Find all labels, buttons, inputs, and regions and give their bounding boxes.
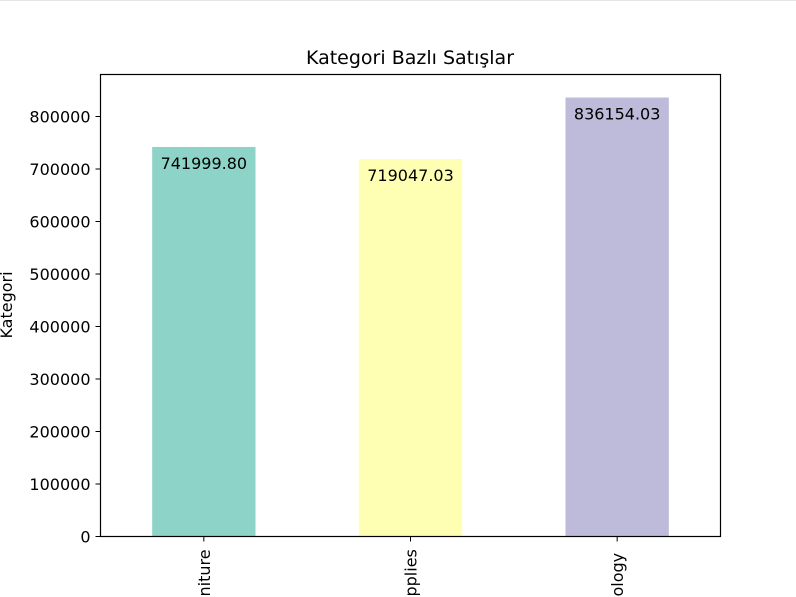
y-tick-label: 600000 [29, 213, 90, 232]
y-tick-label: 700000 [29, 160, 90, 179]
x-axis-ticks: niture pplies ology [195, 536, 627, 597]
y-tick-label: 800000 [29, 108, 90, 127]
x-tick-label: ology [608, 553, 627, 597]
top-divider [0, 0, 796, 1]
y-tick-label: 0 [80, 528, 90, 547]
y-axis-ticks: 0 100000 200000 300000 400000 500000 600000 700… [29, 108, 101, 547]
bar-technology [565, 97, 669, 537]
y-tick-label: 300000 [29, 370, 90, 389]
bar-value-label: 836154.03 [574, 105, 661, 124]
y-tick-label: 100000 [29, 475, 90, 494]
y-axis-label: Kategori [0, 271, 16, 338]
plot-frame [99, 73, 722, 538]
bar-furniture [152, 146, 256, 537]
x-tick-label: niture [195, 549, 214, 596]
y-tick-label: 200000 [29, 423, 90, 442]
y-tick-label: 400000 [29, 318, 90, 337]
chart-title: Kategori Bazlı Satışlar [306, 47, 514, 69]
y-tick-label: 500000 [29, 265, 90, 284]
bars: 741999.80 719047.03 836154.03 [152, 97, 669, 537]
bar-office-supplies [358, 159, 463, 537]
bar-value-label: 719047.03 [367, 166, 454, 185]
x-tick-label: pplies [402, 549, 421, 596]
bar-value-label: 741999.80 [161, 154, 248, 173]
